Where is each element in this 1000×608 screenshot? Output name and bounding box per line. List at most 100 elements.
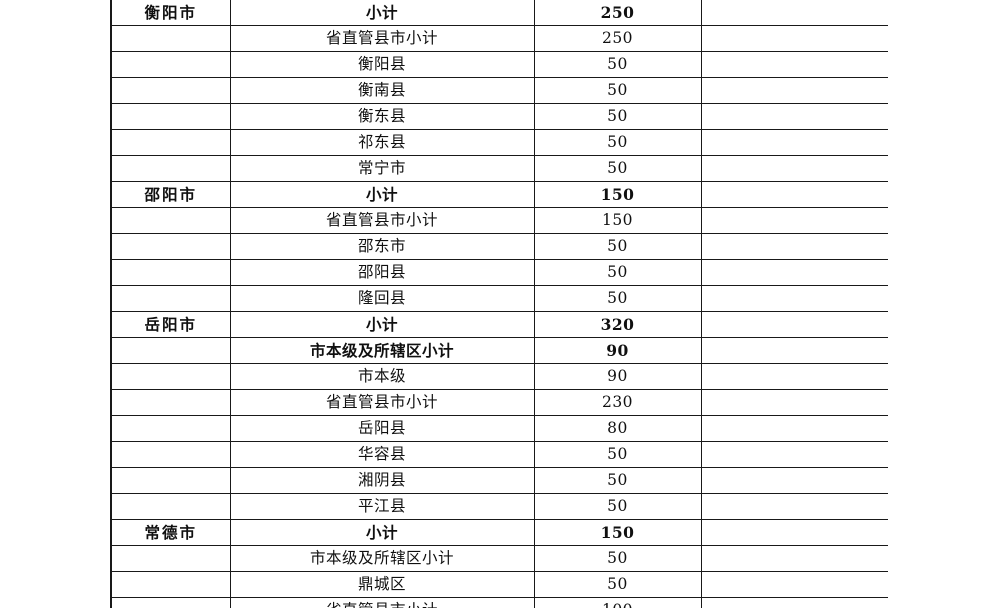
city-cell <box>110 77 231 104</box>
table-row: 衡阳县 50 <box>110 51 888 78</box>
amount-cell: 80 <box>533 415 702 442</box>
table-row: 平江县 50 <box>110 493 888 520</box>
table-row: 衡阳市 小计 250 <box>110 0 888 26</box>
amount-cell: 50 <box>533 77 702 104</box>
level-cell: 平江县 <box>229 493 535 520</box>
level-cell: 华容县 <box>229 441 535 468</box>
table-row: 省直管县市小计 250 <box>110 25 888 52</box>
table-body: 衡阳市 小计 250 省直管县市小计 250 衡阳县 50 衡南县 50 衡东县 50 祁东县 50 常宁… <box>110 0 888 608</box>
amount-cell: 50 <box>533 545 702 572</box>
level-cell: 湘阴县 <box>229 467 535 494</box>
level-cell: 鼎城区 <box>229 571 535 598</box>
level-cell: 小计 <box>229 519 535 546</box>
note-cell <box>700 51 888 78</box>
note-cell <box>700 155 888 182</box>
city-cell: 常德市 <box>110 519 231 546</box>
level-cell: 祁东县 <box>229 129 535 156</box>
table-row: 衡东县 50 <box>110 103 888 130</box>
note-cell <box>700 129 888 156</box>
note-cell <box>700 25 888 52</box>
level-cell: 市本级 <box>229 363 535 390</box>
city-cell <box>110 285 231 312</box>
table-row: 常宁市 50 <box>110 155 888 182</box>
note-cell <box>700 311 888 338</box>
amount-cell: 50 <box>533 233 702 260</box>
amount-cell: 90 <box>533 337 702 364</box>
amount-cell: 250 <box>533 25 702 52</box>
note-cell <box>700 259 888 286</box>
level-cell: 衡南县 <box>229 77 535 104</box>
amount-cell: 50 <box>533 571 702 598</box>
city-cell: 岳阳市 <box>110 311 231 338</box>
table-row: 邵阳县 50 <box>110 259 888 286</box>
note-cell <box>700 363 888 390</box>
amount-cell: 150 <box>533 519 702 546</box>
note-cell <box>700 103 888 130</box>
table-row: 湘阴县 50 <box>110 467 888 494</box>
note-cell <box>700 519 888 546</box>
table-row: 市本级及所辖区小计 90 <box>110 337 888 364</box>
level-cell: 小计 <box>229 0 535 26</box>
city-cell: 衡阳市 <box>110 0 231 26</box>
table-row: 省直管县市小计 230 <box>110 389 888 416</box>
table-row: 邵东市 50 <box>110 233 888 260</box>
amount-cell: 50 <box>533 103 702 130</box>
level-cell: 岳阳县 <box>229 415 535 442</box>
city-cell <box>110 467 231 494</box>
amount-cell: 50 <box>533 441 702 468</box>
note-cell <box>700 493 888 520</box>
city-cell <box>110 103 231 130</box>
city-cell <box>110 207 231 234</box>
level-cell: 省直管县市小计 <box>229 25 535 52</box>
city-cell <box>110 155 231 182</box>
level-cell: 省直管县市小计 <box>229 597 535 608</box>
level-cell: 省直管县市小计 <box>229 207 535 234</box>
level-cell: 衡阳县 <box>229 51 535 78</box>
amount-cell: 50 <box>533 129 702 156</box>
note-cell <box>700 285 888 312</box>
table-row: 市本级 90 <box>110 363 888 390</box>
amount-cell: 50 <box>533 285 702 312</box>
note-cell <box>700 415 888 442</box>
city-cell <box>110 259 231 286</box>
city-cell <box>110 415 231 442</box>
city-cell <box>110 493 231 520</box>
city-cell <box>110 51 231 78</box>
city-cell <box>110 597 231 608</box>
level-cell: 隆回县 <box>229 285 535 312</box>
note-cell <box>700 389 888 416</box>
note-cell <box>700 233 888 260</box>
table-viewport: 衡阳市 小计 250 省直管县市小计 250 衡阳县 50 衡南县 50 衡东县 50 祁东县 50 常宁… <box>110 0 888 608</box>
table-row: 鼎城区 50 <box>110 571 888 598</box>
amount-cell: 50 <box>533 259 702 286</box>
city-cell <box>110 25 231 52</box>
note-cell <box>700 441 888 468</box>
note-cell <box>700 571 888 598</box>
city-cell: 邵阳市 <box>110 181 231 208</box>
level-cell: 省直管县市小计 <box>229 389 535 416</box>
table-row: 邵阳市 小计 150 <box>110 181 888 208</box>
note-cell <box>700 597 888 608</box>
level-cell: 小计 <box>229 181 535 208</box>
amount-cell: 230 <box>533 389 702 416</box>
level-cell: 衡东县 <box>229 103 535 130</box>
amount-cell: 320 <box>533 311 702 338</box>
level-cell: 常宁市 <box>229 155 535 182</box>
amount-cell: 50 <box>533 493 702 520</box>
table-row: 岳阳市 小计 320 <box>110 311 888 338</box>
amount-cell: 50 <box>533 467 702 494</box>
note-cell <box>700 77 888 104</box>
city-cell <box>110 363 231 390</box>
level-cell: 市本级及所辖区小计 <box>229 545 535 572</box>
table-row: 常德市 小计 150 <box>110 519 888 546</box>
note-cell <box>700 467 888 494</box>
table-row: 衡南县 50 <box>110 77 888 104</box>
amount-cell: 250 <box>533 0 702 26</box>
level-cell: 邵阳县 <box>229 259 535 286</box>
city-cell <box>110 337 231 364</box>
city-cell <box>110 545 231 572</box>
amount-cell: 150 <box>533 181 702 208</box>
table-row: 祁东县 50 <box>110 129 888 156</box>
level-cell: 市本级及所辖区小计 <box>229 337 535 364</box>
